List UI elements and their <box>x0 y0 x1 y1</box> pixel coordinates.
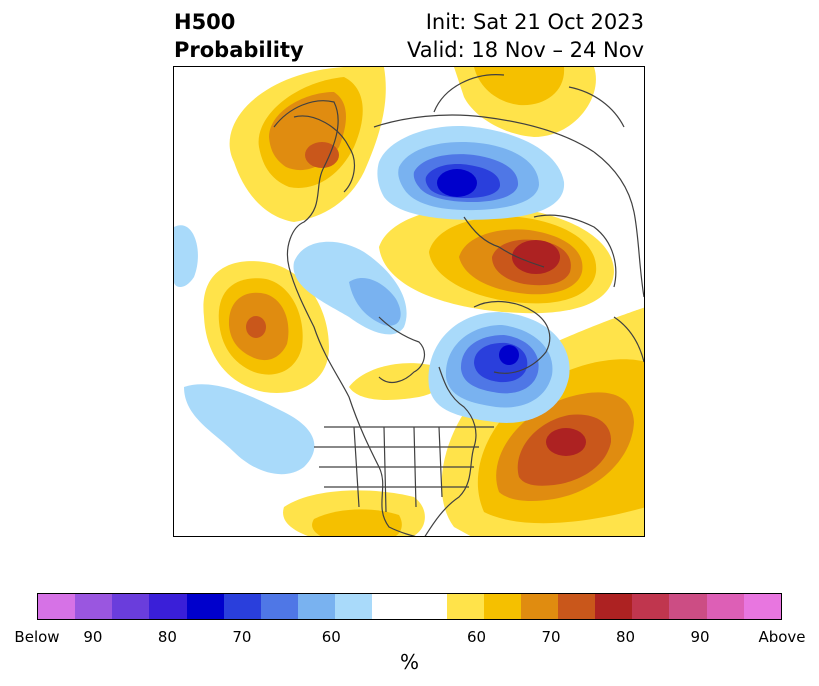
title-init-date: Init: Sat 21 Oct 2023 <box>425 10 644 34</box>
colorbar-tick-label: Above <box>758 628 806 646</box>
anomaly-pacific-above <box>203 261 329 393</box>
colorbar-segment <box>38 594 76 619</box>
colorbar-ticks: Below 90 80 70 60 60 70 80 90 Above <box>14 628 805 648</box>
colorbar-tick-label: 60 <box>321 628 341 646</box>
colorbar-segment <box>595 594 633 619</box>
colorbar-segment <box>186 594 224 619</box>
anomaly-alaska-above <box>229 67 386 222</box>
colorbar-segment <box>446 594 484 619</box>
colorbar-tick-label: 80 <box>157 628 177 646</box>
colorbar-segment <box>743 594 781 619</box>
title-variable: H500 <box>174 10 236 34</box>
colorbar-segment <box>297 594 336 619</box>
title-valid-range: Valid: 18 Nov – 24 Nov <box>407 38 644 62</box>
colorbar <box>37 593 782 620</box>
colorbar-segment <box>706 594 744 619</box>
anomaly-pacific-south-below <box>184 384 315 475</box>
title-product: Probability <box>174 38 304 62</box>
colorbar-segment <box>260 594 298 619</box>
colorbar-tick-label: 80 <box>616 628 636 646</box>
chart-title-right: Init: Sat 21 Oct 2023 Valid: 18 Nov – 24… <box>407 8 644 64</box>
colorbar-segment <box>223 594 261 619</box>
probability-map <box>173 66 645 537</box>
colorbar-segment <box>409 594 447 619</box>
coastlines <box>273 74 644 536</box>
anomaly-mexico-above-core <box>312 509 402 536</box>
colorbar-tick-label: 60 <box>467 628 487 646</box>
colorbar-segment <box>557 594 596 619</box>
anomaly-arctic-below <box>377 126 565 220</box>
colorbar-segment <box>632 594 670 619</box>
colorbar-segment <box>75 594 113 619</box>
anomaly-canada-below <box>293 241 407 335</box>
anomaly-labrador-below <box>428 312 570 423</box>
colorbar-segment <box>483 594 521 619</box>
colorbar-segment <box>149 594 187 619</box>
anomaly-atlantic-above <box>441 307 644 536</box>
colorbar-segment <box>112 594 150 619</box>
colorbar-unit-label: % <box>399 650 419 674</box>
colorbar-tick-label: 90 <box>83 628 103 646</box>
colorbar-segment <box>372 594 410 619</box>
anomaly-eurasia-above <box>379 206 614 314</box>
map-canvas <box>174 67 644 536</box>
colorbar-segment <box>520 594 558 619</box>
anomaly-pacific-below <box>174 225 198 287</box>
colorbar-segment <box>335 594 373 619</box>
chart-title-left: H500 Probability <box>174 8 304 64</box>
colorbar-tick-label: 70 <box>232 628 252 646</box>
anomaly-north-above-core <box>474 67 565 106</box>
colorbar-tick-label: Below <box>14 628 60 646</box>
colorbar-tick-label: 90 <box>690 628 710 646</box>
colorbar-tick-label: 70 <box>541 628 561 646</box>
colorbar-segment <box>669 594 707 619</box>
